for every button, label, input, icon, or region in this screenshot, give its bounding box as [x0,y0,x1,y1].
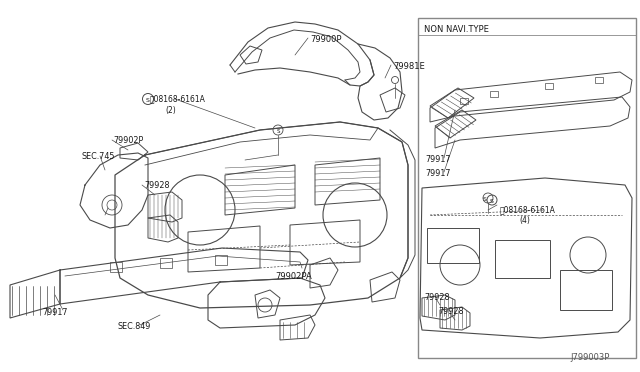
Bar [495,240,550,278]
Text: 79917: 79917 [425,169,451,178]
Text: NON NAVI.TYPE: NON NAVI.TYPE [424,25,489,34]
Text: 79928: 79928 [144,181,170,190]
Bar [560,270,612,310]
Bar [460,98,468,104]
Text: 79902PA: 79902PA [275,272,312,281]
Bar [427,228,479,263]
Bar [160,258,172,268]
Bar [418,18,636,358]
Text: 79902P: 79902P [113,136,143,145]
Bar [490,91,498,97]
Text: SEC.849: SEC.849 [118,322,152,331]
Text: S: S [483,196,487,202]
Text: 79917: 79917 [425,155,451,164]
Text: 79917: 79917 [42,308,67,317]
Text: S: S [490,199,494,203]
Bar [595,77,603,83]
Text: 79928: 79928 [424,293,449,302]
Text: (2): (2) [165,106,176,115]
Text: 79900P: 79900P [310,35,342,44]
Bar [545,83,553,89]
Bar [110,262,122,272]
Text: S: S [276,128,280,134]
Bar [215,255,227,265]
Text: 79928: 79928 [438,307,463,316]
Text: SEC.745: SEC.745 [82,152,115,161]
Text: 倅08168-6161A: 倅08168-6161A [150,94,206,103]
Text: J799003P: J799003P [571,353,610,362]
Text: 79981E: 79981E [393,62,425,71]
Text: 倅08168-6161A: 倅08168-6161A [500,205,556,214]
Text: (4): (4) [519,216,530,225]
Text: S: S [146,97,150,103]
